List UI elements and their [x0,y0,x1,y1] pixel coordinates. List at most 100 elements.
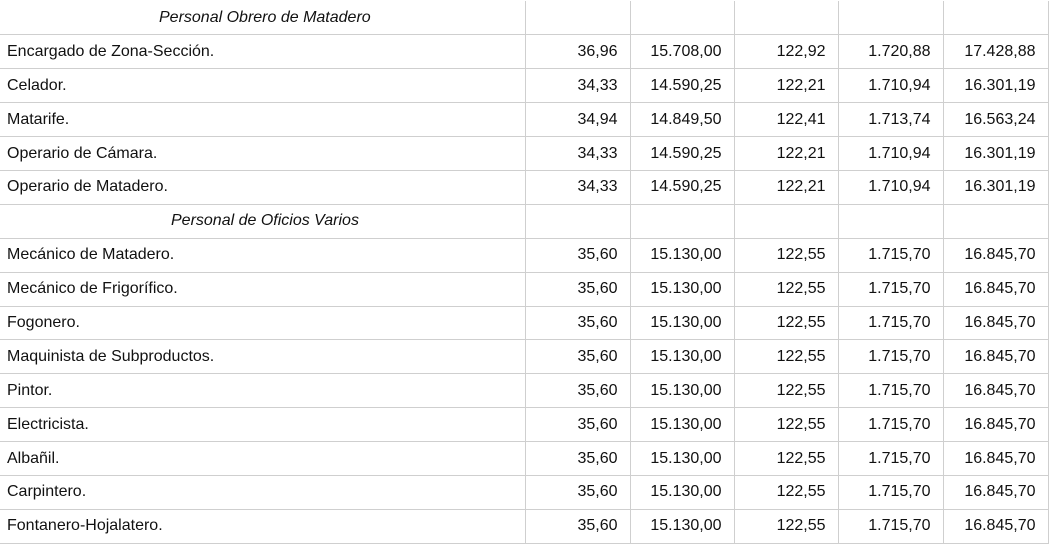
value-cell-2: 15.130,00 [629,373,735,409]
value-cell-5: 16.301,19 [942,136,1049,171]
job-title-cell: Mecánico de Frigorífico. [0,271,526,307]
value-cell-5 [942,203,1049,239]
job-title-cell: Maquinista de Subproductos. [0,339,526,375]
table-row: Maquinista de Subproductos. 35,60 15.130,0… [0,339,1049,375]
value-cell-5: 16.845,70 [942,305,1049,341]
job-title-cell: Fogonero. [0,305,526,341]
section-title: Personal Obrero de Matadero [0,1,526,36]
job-title-cell: Pintor. [0,373,526,409]
value-cell-3 [733,1,839,36]
value-cell-2: 14.590,25 [629,169,735,205]
value-cell-5: 16.301,19 [942,68,1049,104]
value-cell-2: 15.708,00 [629,34,735,70]
value-cell-2: 15.130,00 [629,305,735,341]
value-cell-1 [524,203,631,239]
value-cell-4: 1.710,94 [837,169,944,205]
value-cell-3: 122,55 [733,339,839,375]
job-title-cell: Albañil. [0,441,526,476]
value-cell-3: 122,55 [733,237,839,273]
value-cell-4: 1.715,70 [837,271,944,307]
section-header-row: Personal de Oficios Varios [0,203,1049,239]
value-cell-1: 35,60 [524,237,631,273]
job-title-cell: Mecánico de Matadero. [0,237,526,273]
value-cell-3: 122,55 [733,441,839,476]
value-cell-5: 16.845,70 [942,237,1049,273]
salary-table: Personal Obrero de Matadero Encargado de … [0,1,1049,544]
value-cell-5: 16.301,19 [942,169,1049,205]
value-cell-5: 16.845,70 [942,441,1049,476]
value-cell-3: 122,55 [733,271,839,307]
value-cell-2: 15.130,00 [629,508,735,544]
value-cell-4: 1.715,70 [837,305,944,341]
job-title-cell: Encargado de Zona-Sección. [0,34,526,70]
value-cell-2: 15.130,00 [629,339,735,375]
value-cell-2 [629,203,735,239]
table-row: Electricista. 35,60 15.130,00 122,55 1.715,7… [0,407,1049,443]
value-cell-4: 1.715,70 [837,441,944,476]
value-cell-2: 15.130,00 [629,474,735,510]
value-cell-3: 122,55 [733,305,839,341]
value-cell-2: 15.130,00 [629,237,735,273]
value-cell-5: 16.845,70 [942,508,1049,544]
value-cell-4: 1.720,88 [837,34,944,70]
table-row: Mecánico de Frigorífico. 35,60 15.130,00 12… [0,271,1049,307]
value-cell-2 [629,1,735,36]
value-cell-1: 36,96 [524,34,631,70]
value-cell-1: 35,60 [524,305,631,341]
value-cell-2: 15.130,00 [629,407,735,443]
value-cell-5: 16.563,24 [942,102,1049,138]
job-title-cell: Fontanero-Hojalatero. [0,508,526,544]
value-cell-3: 122,55 [733,474,839,510]
value-cell-1: 34,33 [524,136,631,171]
value-cell-3: 122,92 [733,34,839,70]
value-cell-4: 1.715,70 [837,407,944,443]
value-cell-1 [524,1,631,36]
job-title-cell: Celador. [0,68,526,104]
table-row: Fogonero. 35,60 15.130,00 122,55 1.715,70 16.… [0,305,1049,341]
job-title-cell: Electricista. [0,407,526,443]
value-cell-1: 35,60 [524,271,631,307]
value-cell-2: 14.590,25 [629,136,735,171]
value-cell-1: 35,60 [524,339,631,375]
value-cell-4: 1.713,74 [837,102,944,138]
value-cell-4 [837,1,944,36]
value-cell-1: 35,60 [524,373,631,409]
table-row: Pintor. 35,60 15.130,00 122,55 1.715,70 16.84… [0,373,1049,409]
value-cell-2: 14.849,50 [629,102,735,138]
value-cell-3: 122,55 [733,508,839,544]
table-row: Operario de Cámara. 34,33 14.590,25 122,21 1… [0,136,1049,171]
value-cell-4: 1.715,70 [837,474,944,510]
value-cell-5: 16.845,70 [942,474,1049,510]
value-cell-3 [733,203,839,239]
value-cell-4: 1.715,70 [837,237,944,273]
table-row: Mecánico de Matadero. 35,60 15.130,00 122,5… [0,237,1049,273]
table-body: Personal Obrero de Matadero Encargado de … [0,1,1049,544]
value-cell-5: 16.845,70 [942,373,1049,409]
table-row: Albañil. 35,60 15.130,00 122,55 1.715,70 16.8… [0,441,1049,476]
value-cell-5: 16.845,70 [942,339,1049,375]
value-cell-4: 1.710,94 [837,136,944,171]
value-cell-5: 16.845,70 [942,271,1049,307]
value-cell-2: 15.130,00 [629,441,735,476]
job-title-cell: Matarife. [0,102,526,138]
value-cell-5: 16.845,70 [942,407,1049,443]
job-title-cell: Operario de Matadero. [0,169,526,205]
value-cell-4: 1.715,70 [837,339,944,375]
value-cell-1: 35,60 [524,441,631,476]
table-row: Matarife. 34,94 14.849,50 122,41 1.713,74 16.… [0,102,1049,138]
value-cell-3: 122,55 [733,407,839,443]
value-cell-5: 17.428,88 [942,34,1049,70]
value-cell-4: 1.715,70 [837,373,944,409]
value-cell-1: 35,60 [524,407,631,443]
table-row: Carpintero. 35,60 15.130,00 122,55 1.715,70 1… [0,474,1049,510]
value-cell-1: 35,60 [524,474,631,510]
value-cell-1: 35,60 [524,508,631,544]
job-title-cell: Operario de Cámara. [0,136,526,171]
value-cell-3: 122,21 [733,136,839,171]
value-cell-4 [837,203,944,239]
section-header-row: Personal Obrero de Matadero [0,1,1049,36]
value-cell-3: 122,21 [733,68,839,104]
value-cell-1: 34,94 [524,102,631,138]
table-row: Fontanero-Hojalatero. 35,60 15.130,00 122,5… [0,508,1049,544]
section-title: Personal de Oficios Varios [0,203,526,239]
